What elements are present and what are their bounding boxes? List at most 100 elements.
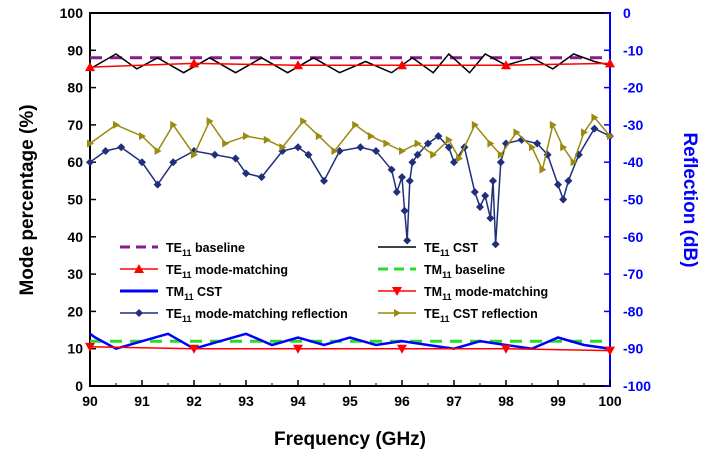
- legend-marker: [135, 309, 143, 317]
- data-point: [470, 188, 479, 197]
- legend-item: TE11 CST: [378, 241, 478, 258]
- x-tick-label: 96: [394, 393, 410, 409]
- series-te11-mode-matching-reflection: [86, 124, 614, 249]
- x-tick-label: 90: [82, 393, 98, 409]
- data-point: [331, 147, 339, 156]
- data-point: [591, 113, 599, 122]
- legend-item: TE11 mode-matching reflection: [120, 307, 348, 324]
- x-axis-label: Frequency (GHz): [274, 429, 426, 450]
- data-point: [383, 139, 391, 148]
- data-point: [320, 176, 328, 185]
- left-axis-ticks: 0 10 20 30 40 50 60 70 80 90 100: [60, 5, 96, 394]
- right-axis-ticks: 0 -10 -20 -30 -40 -50 -60 -70 -80 -90 -100: [604, 5, 651, 394]
- data-point: [570, 158, 578, 167]
- right-tick-label: -20: [623, 80, 643, 96]
- data-point: [517, 135, 526, 144]
- legend-marker: [392, 287, 402, 296]
- series-line: [89, 52, 611, 74]
- data-point: [189, 344, 199, 354]
- data-point: [356, 143, 365, 152]
- legend-label: TM11 mode-matching: [424, 285, 548, 302]
- series-line: [89, 62, 611, 68]
- data-point: [113, 120, 120, 129]
- series-layer: [85, 52, 615, 356]
- data-point: [243, 132, 250, 141]
- left-tick-label: 0: [75, 378, 83, 394]
- data-point: [189, 58, 199, 68]
- data-point: [257, 173, 266, 182]
- data-point: [170, 120, 178, 129]
- data-point: [85, 62, 95, 72]
- series-line: [89, 116, 611, 172]
- data-point: [293, 60, 303, 70]
- data-point: [445, 135, 453, 144]
- data-point: [539, 165, 547, 174]
- data-point: [400, 206, 409, 215]
- data-point: [450, 158, 458, 167]
- legend-item: TM11 baseline: [378, 263, 505, 280]
- data-point: [564, 176, 573, 185]
- x-axis-ticks: 90 91 92 93 94 95 96 97 98 99 100: [82, 380, 622, 409]
- data-point: [554, 180, 562, 189]
- series-line: [89, 346, 611, 352]
- legend-label: TE11 CST reflection: [424, 307, 538, 324]
- legend-item: TE11 CST reflection: [378, 307, 538, 324]
- left-tick-label: 100: [60, 5, 84, 21]
- data-point: [293, 344, 303, 354]
- right-tick-label: -90: [623, 341, 643, 357]
- data-point: [434, 132, 443, 141]
- legend-label: TM11 CST: [166, 285, 222, 302]
- left-tick-label: 40: [67, 229, 83, 245]
- legend-item: TE11 mode-matching: [120, 263, 288, 280]
- left-tick-label: 30: [67, 266, 83, 282]
- data-point: [456, 154, 464, 163]
- data-point: [242, 169, 250, 178]
- data-point: [607, 132, 614, 141]
- legend-label: TE11 CST: [424, 241, 478, 258]
- data-point: [605, 58, 615, 68]
- right-tick-label: -60: [623, 229, 643, 245]
- data-point: [496, 158, 505, 167]
- data-point: [372, 147, 380, 156]
- legend-marker: [394, 309, 401, 317]
- data-point: [489, 176, 497, 185]
- right-tick-label: -10: [623, 42, 643, 58]
- data-point: [408, 158, 417, 167]
- data-point: [501, 344, 511, 354]
- data-point: [191, 150, 198, 159]
- data-point: [263, 135, 271, 144]
- right-tick-label: -80: [623, 303, 643, 319]
- y-axis-label: Mode percentage (%): [17, 104, 38, 295]
- right-tick-label: -50: [623, 192, 643, 208]
- data-point: [471, 120, 479, 129]
- left-tick-label: 80: [67, 80, 83, 96]
- x-tick-label: 91: [134, 393, 150, 409]
- data-point: [430, 150, 438, 159]
- data-point: [476, 202, 484, 211]
- legend-label: TE11 mode-matching: [166, 263, 288, 280]
- right-tick-label: -40: [623, 154, 643, 170]
- legend: TE11 baseline TE11 CST TE11 mode-matching T…: [120, 241, 548, 324]
- data-point: [398, 173, 406, 182]
- data-point: [85, 342, 95, 352]
- data-point: [387, 165, 396, 174]
- data-point: [414, 139, 422, 148]
- data-point: [491, 240, 500, 249]
- left-tick-label: 60: [67, 154, 83, 170]
- data-point: [222, 139, 230, 148]
- data-point: [279, 143, 287, 152]
- data-point: [138, 158, 146, 167]
- data-point: [397, 344, 407, 354]
- legend-label: TE11 mode-matching reflection: [166, 307, 348, 324]
- right-tick-label: -70: [623, 266, 643, 282]
- data-point: [169, 158, 178, 167]
- data-point: [352, 120, 360, 129]
- data-point: [403, 236, 412, 245]
- x-tick-label: 92: [186, 393, 202, 409]
- data-point: [497, 150, 505, 159]
- data-point: [590, 124, 599, 133]
- data-point: [335, 147, 344, 156]
- x-tick-label: 98: [498, 393, 514, 409]
- data-point: [392, 188, 401, 197]
